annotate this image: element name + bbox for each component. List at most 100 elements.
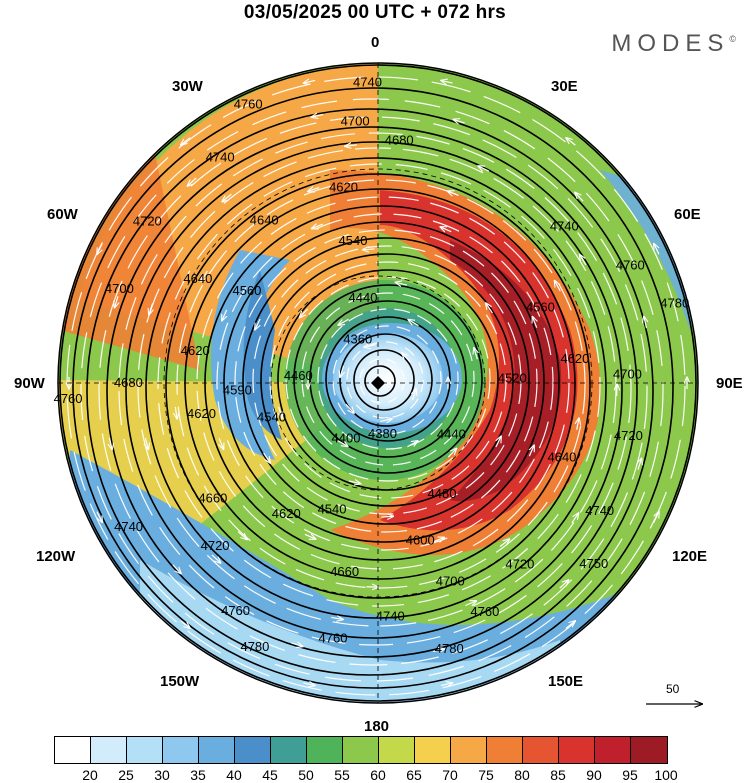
contour-label: 4720 (201, 538, 230, 553)
colorbar-cell (487, 737, 523, 763)
flow-arrow (363, 249, 375, 250)
contour-label: 4760 (54, 391, 83, 406)
reference-arrow-icon (640, 682, 710, 712)
polar-map: 4740 4760 4740 4720 4700 4760 4680 4700 4680 4620… (0, 0, 750, 732)
colorbar-tick-label: 100 (654, 767, 677, 783)
contour-label: 4760 (234, 97, 263, 112)
contour-label: 4740 (376, 608, 405, 623)
contour-label: 4540 (318, 501, 347, 516)
colorbar-cell (127, 737, 163, 763)
contour-label: 4740 (114, 519, 143, 534)
contour-label: 4780 (240, 639, 269, 654)
colorbar-tick-label: 60 (370, 767, 386, 783)
contour-label: 4720 (133, 213, 162, 228)
colorbar-tick-label: 20 (82, 767, 98, 783)
lon-label-150e: 150E (548, 673, 583, 690)
colorbar-cell (307, 737, 343, 763)
lon-label-60w: 60W (47, 206, 78, 223)
lon-label-90w: 90W (14, 375, 45, 392)
contour-label: 4780 (435, 641, 464, 656)
contour-label: 4700 (341, 114, 370, 129)
contour-label: 4700 (613, 366, 642, 381)
contour-label: 4640 (250, 212, 279, 227)
lon-label-60e: 60E (674, 206, 701, 223)
contour-label: 4750 (579, 556, 608, 571)
contour-label: 4400 (332, 430, 361, 445)
contour-label: 4740 (206, 150, 235, 165)
colorbar-cell (559, 737, 595, 763)
lon-label-120w: 120W (36, 548, 75, 565)
contour-label: 4680 (114, 375, 143, 390)
colorbar-tick-label: 35 (190, 767, 206, 783)
lon-label-150w: 150W (160, 673, 199, 690)
lon-label-120e: 120E (672, 548, 707, 565)
colorbar-tick-label: 45 (262, 767, 278, 783)
colorbar-tick-label: 70 (442, 767, 458, 783)
contour-label: 4600 (406, 533, 435, 548)
colorbar-tick-label: 25 (118, 767, 134, 783)
contour-label: 4620 (329, 180, 358, 195)
colorbar-tick-label: 65 (406, 767, 422, 783)
contour-label: 4590 (223, 382, 252, 397)
contour-label: 4560 (526, 299, 555, 314)
contour-label: 4760 (221, 603, 250, 618)
colorbar-tick-label: 85 (550, 767, 566, 783)
contour-label: 4660 (330, 564, 359, 579)
contour-label: 4620 (272, 506, 301, 521)
colorbar-cell (271, 737, 307, 763)
colorbar-cell (379, 737, 415, 763)
colorbar-tick-label: 50 (298, 767, 314, 783)
contour-label: 4480 (428, 486, 457, 501)
lon-label-180: 180 (364, 718, 389, 735)
contour-label: 4360 (343, 331, 372, 346)
colorbar-cell (235, 737, 271, 763)
colorbar-cell (163, 737, 199, 763)
contour-label: 4760 (616, 257, 645, 272)
contour-label: 4760 (470, 604, 499, 619)
colorbar-cell (55, 737, 91, 763)
contour-label: 4740 (353, 74, 382, 89)
contour-label: 4700 (436, 573, 465, 588)
colorbar-tick-label: 90 (586, 767, 602, 783)
colorbar-tick-label: 30 (154, 767, 170, 783)
contour-label: 4440 (349, 290, 378, 305)
lon-label-90e: 90E (716, 375, 743, 392)
contour-label: 4560 (232, 283, 261, 298)
colorbar-tick-label: 40 (226, 767, 242, 783)
colorbar-cell (523, 737, 559, 763)
lon-label-0: 0 (371, 34, 379, 51)
lon-label-30e: 30E (551, 78, 578, 95)
contour-label: 4520 (498, 370, 527, 385)
colorbar-tick-label: 75 (478, 767, 494, 783)
contour-label: 4740 (550, 219, 579, 234)
contour-label: 4660 (198, 491, 227, 506)
colorbar-tick-label: 80 (514, 767, 530, 783)
contour-label: 4760 (319, 630, 348, 645)
contour-label: 4720 (505, 557, 534, 572)
colorbar-cell (199, 737, 235, 763)
contour-label: 4540 (257, 410, 286, 425)
reference-vector: 50 (640, 682, 710, 712)
colorbar-cell (451, 737, 487, 763)
colorbar-cell (91, 737, 127, 763)
contour-label: 4640 (547, 449, 576, 464)
contour-label: 4620 (181, 343, 210, 358)
contour-label: 4640 (183, 271, 212, 286)
colorbar-cell (631, 737, 667, 763)
contour-label: 4780 (660, 295, 689, 310)
colorbar-cell (343, 737, 379, 763)
colorbar (54, 736, 668, 764)
lon-label-30w: 30W (172, 78, 203, 95)
contour-label: 4740 (585, 503, 614, 518)
flow-arrow (381, 516, 393, 517)
colorbar-tick-label: 55 (334, 767, 350, 783)
contour-label: 4460 (284, 368, 313, 383)
contour-label: 4440 (437, 426, 466, 441)
contour-label: 4540 (339, 233, 368, 248)
contour-label: 4700 (105, 281, 134, 296)
colorbar-cell (415, 737, 451, 763)
contour-label: 4720 (614, 428, 643, 443)
contour-label: 4680 (385, 133, 414, 148)
contour-label: 4620 (560, 351, 589, 366)
